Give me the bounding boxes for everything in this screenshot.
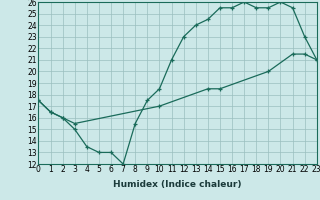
X-axis label: Humidex (Indice chaleur): Humidex (Indice chaleur) xyxy=(113,180,242,189)
